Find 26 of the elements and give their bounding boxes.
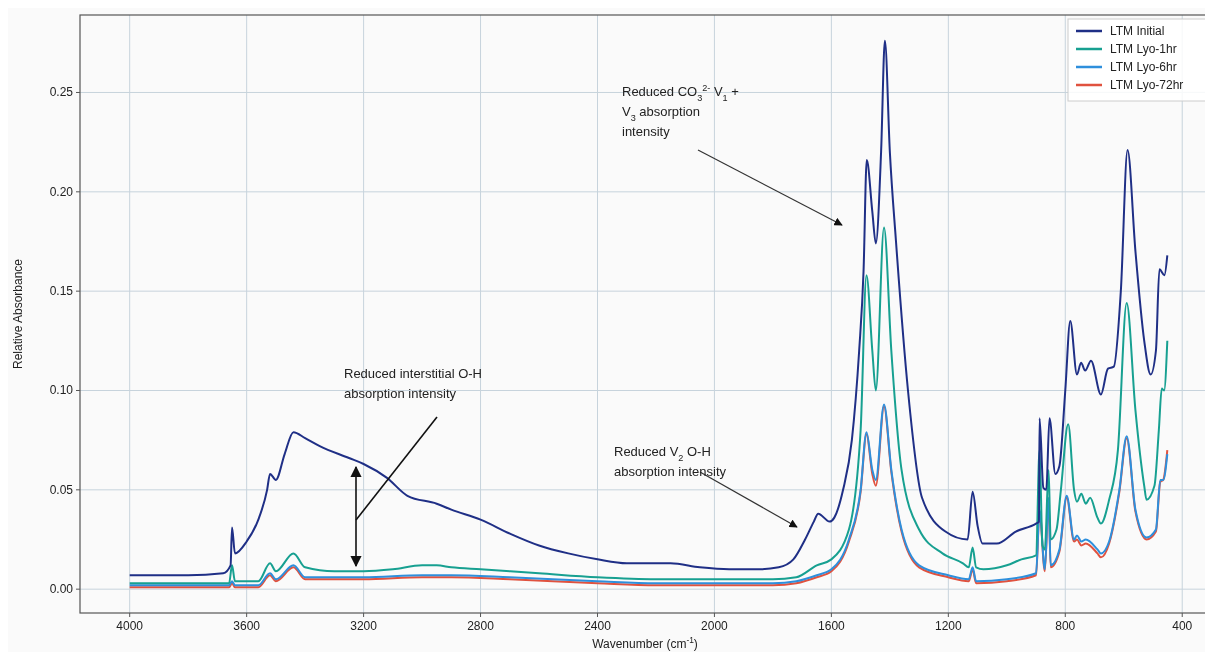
line-series	[128, 226, 1169, 585]
y-axis-title: Relative Absorbance	[11, 258, 25, 370]
x-tick-label: 3200	[350, 619, 378, 633]
x-tick-label: 1600	[818, 619, 846, 633]
x-tick-label: 2000	[701, 619, 729, 633]
legend-label: LTM Lyo-72hr	[1110, 78, 1184, 92]
x-tick-label: 2400	[584, 619, 612, 633]
x-tick-label: 4000	[116, 619, 144, 633]
x-tick-label: 400	[1172, 619, 1193, 633]
x-axis-title: Wavenumber (cm$^{-1}$)	[592, 635, 698, 651]
x-tick-label: 3600	[233, 619, 261, 633]
annotation: Reduced V$_{2}$ O-H absorption intensity	[614, 444, 727, 479]
text: Reduced CO$_{3}$$^{2-}$ V$_{1}$ + V$_{3}$ absorption intensity	[622, 83, 739, 139]
annotation: Reduced interstitial O-H absorption intensity	[344, 366, 482, 401]
legend-label: LTM Lyo-1hr	[1110, 42, 1177, 56]
y-tick-label: 0.10	[49, 383, 74, 398]
x-tick-label: 1200	[934, 619, 962, 633]
y-tick-label: 0.15	[49, 284, 74, 299]
x-tick-label: 800	[1055, 619, 1076, 633]
y-tick-label: 0.05	[49, 482, 74, 497]
y-tick-label: 0.20	[49, 184, 74, 199]
y-tick-label: 0.00	[49, 582, 74, 597]
legend-label: LTM Lyo-6hr	[1110, 60, 1177, 74]
y-tick-label: 0.25	[49, 85, 74, 100]
legend-label: LTM Initial	[1110, 24, 1165, 38]
x-tick-label: 2800	[467, 619, 495, 633]
